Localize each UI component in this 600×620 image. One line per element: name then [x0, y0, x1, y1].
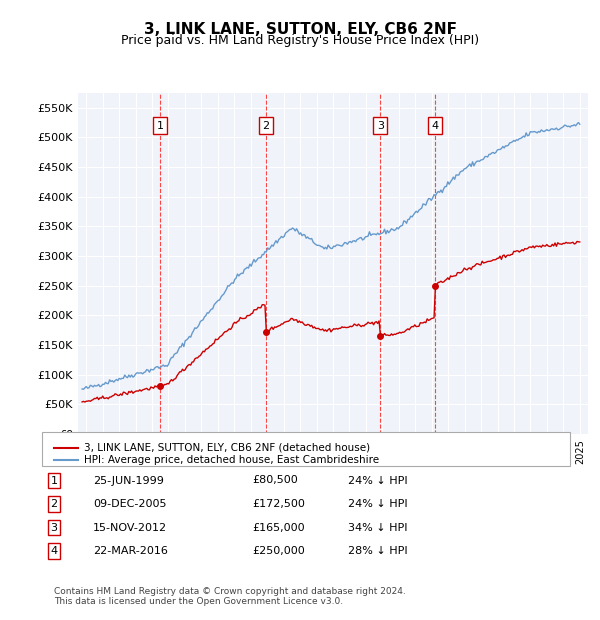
Text: 28% ↓ HPI: 28% ↓ HPI — [348, 546, 407, 556]
Text: 2: 2 — [263, 121, 270, 131]
Text: 09-DEC-2005: 09-DEC-2005 — [93, 499, 167, 509]
Text: 3: 3 — [377, 121, 384, 131]
Text: 3, LINK LANE, SUTTON, ELY, CB6 2NF (detached house): 3, LINK LANE, SUTTON, ELY, CB6 2NF (deta… — [84, 443, 370, 453]
Text: 34% ↓ HPI: 34% ↓ HPI — [348, 523, 407, 533]
Text: 4: 4 — [432, 121, 439, 131]
Text: 25-JUN-1999: 25-JUN-1999 — [93, 476, 164, 485]
Text: 3, LINK LANE, SUTTON, ELY, CB6 2NF: 3, LINK LANE, SUTTON, ELY, CB6 2NF — [143, 22, 457, 37]
Text: HPI: Average price, detached house, East Cambrideshire: HPI: Average price, detached house, East… — [84, 455, 379, 465]
Text: 1: 1 — [157, 121, 163, 131]
Text: Price paid vs. HM Land Registry's House Price Index (HPI): Price paid vs. HM Land Registry's House … — [121, 34, 479, 47]
Text: Contains HM Land Registry data © Crown copyright and database right 2024.
This d: Contains HM Land Registry data © Crown c… — [54, 587, 406, 606]
Text: 1: 1 — [50, 476, 58, 485]
Text: 4: 4 — [50, 546, 58, 556]
Text: 2: 2 — [50, 499, 58, 509]
Text: 24% ↓ HPI: 24% ↓ HPI — [348, 499, 407, 509]
Text: 22-MAR-2016: 22-MAR-2016 — [93, 546, 168, 556]
Text: 15-NOV-2012: 15-NOV-2012 — [93, 523, 167, 533]
Text: £165,000: £165,000 — [252, 523, 305, 533]
Text: 3: 3 — [50, 523, 58, 533]
Text: 24% ↓ HPI: 24% ↓ HPI — [348, 476, 407, 485]
Text: £80,500: £80,500 — [252, 476, 298, 485]
Text: £172,500: £172,500 — [252, 499, 305, 509]
Text: £250,000: £250,000 — [252, 546, 305, 556]
